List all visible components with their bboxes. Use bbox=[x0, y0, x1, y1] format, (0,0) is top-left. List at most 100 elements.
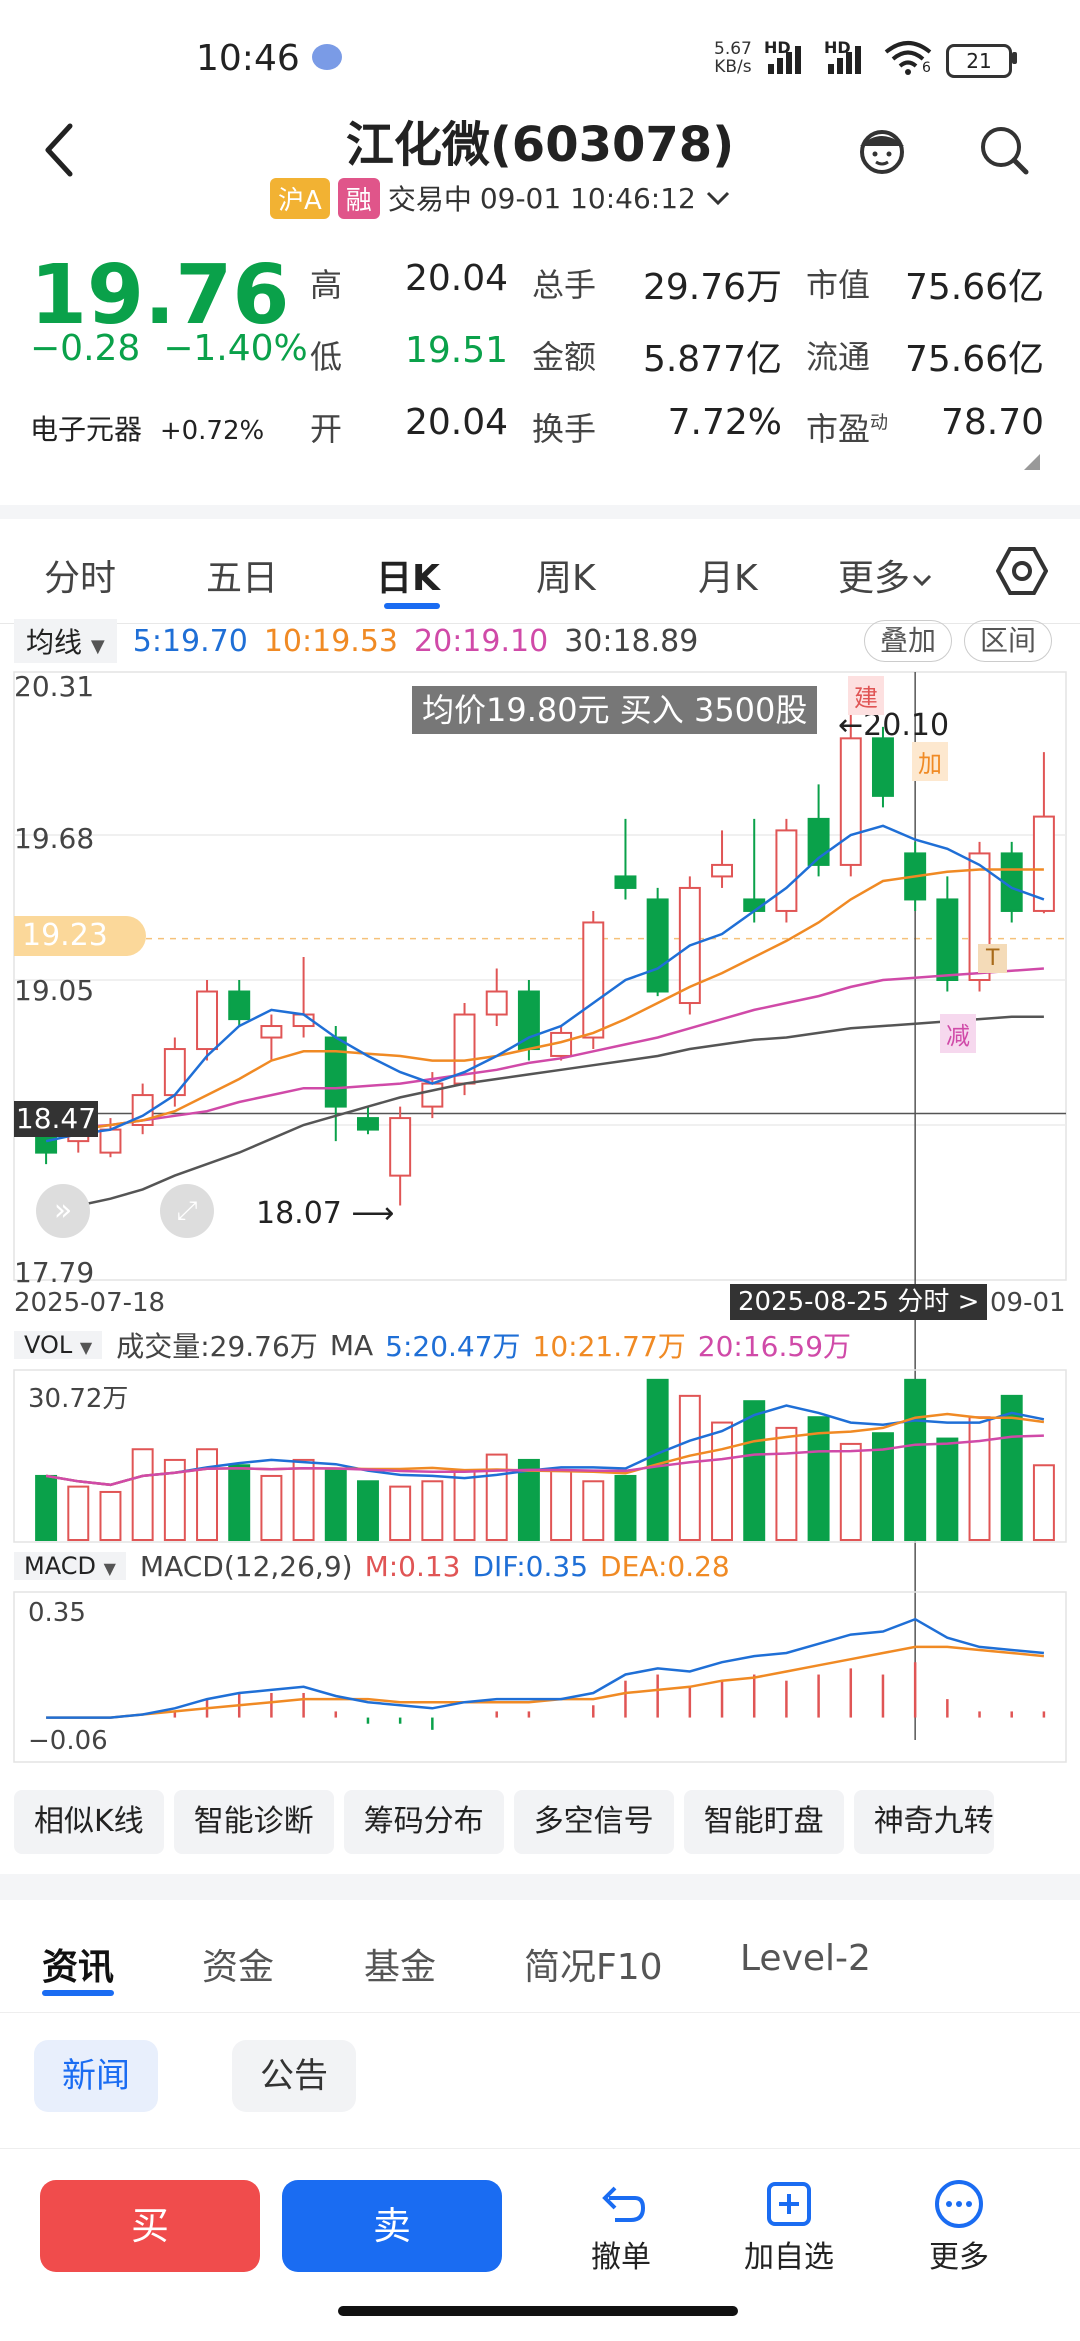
macd-axis-bottom: −0.06 bbox=[28, 1726, 108, 1756]
volume-bar bbox=[356, 1480, 379, 1541]
low-marker: 18.07 ⟶ bbox=[256, 1196, 395, 1231]
sector-row[interactable]: 电子元器 +0.72% bbox=[30, 408, 264, 448]
status-bar: 10:46 5.67 KB/s HD HD 6 21 bbox=[0, 0, 1080, 110]
vol-ma-label: MA bbox=[329, 1328, 374, 1362]
ma30-line bbox=[45, 1015, 1044, 1212]
candles bbox=[35, 703, 1055, 1206]
tab-more-label: 更多 bbox=[838, 558, 911, 599]
vol-axis-top: 30.72万 bbox=[28, 1384, 129, 1414]
cursor-date-label[interactable]: 2025-08-25 分时 > bbox=[730, 1284, 988, 1320]
candle-body bbox=[356, 1117, 379, 1131]
volume-bar bbox=[550, 1469, 573, 1542]
tool-similar-k[interactable]: 相似K线 bbox=[14, 1790, 164, 1854]
signal-add[interactable]: 加 bbox=[912, 742, 948, 781]
volume-bar bbox=[871, 1432, 894, 1541]
candle-body bbox=[1032, 815, 1055, 912]
trade-status: 交易中 bbox=[387, 183, 472, 216]
range-button[interactable]: 区间 bbox=[964, 620, 1052, 662]
candle-body bbox=[775, 829, 798, 912]
tab-news-info[interactable]: 资讯 bbox=[42, 1947, 115, 1988]
vol-ma20-line bbox=[45, 1434, 1044, 1487]
volume-bar bbox=[743, 1400, 766, 1541]
vol-selector[interactable]: VOL ▼ bbox=[14, 1331, 103, 1359]
ma-selector[interactable]: 均线 ▼ bbox=[14, 619, 117, 663]
tool-long-short-signal[interactable]: 多空信号 bbox=[513, 1790, 674, 1854]
news-tab-indicator bbox=[42, 1990, 114, 1996]
tool-magic-nine[interactable]: 神奇九转 bbox=[853, 1790, 994, 1854]
add-square-icon bbox=[767, 2182, 811, 2226]
tab-funds-flow[interactable]: 资金 bbox=[202, 1947, 275, 1988]
tab-monthly-k[interactable]: 月K bbox=[698, 558, 758, 599]
vol-ma20: 20:16.59万 bbox=[697, 1330, 852, 1363]
tab-f10[interactable]: 简况F10 bbox=[524, 1947, 663, 1988]
price-frame bbox=[13, 671, 1067, 1281]
volume-bar bbox=[614, 1474, 637, 1541]
net-speed-value: 5.67 bbox=[714, 39, 752, 59]
settings-hexagon-icon[interactable] bbox=[996, 545, 1048, 597]
amount-value: 5.877亿 bbox=[642, 339, 782, 380]
tool-smart-monitor[interactable]: 智能盯盘 bbox=[683, 1790, 844, 1854]
tool-chip-distribution[interactable]: 筹码分布 bbox=[343, 1790, 504, 1854]
macd-selector[interactable]: MACD ▼ bbox=[14, 1552, 126, 1580]
ma-selector-label: 均线 bbox=[26, 626, 83, 659]
more-actions-button[interactable]: 更多 bbox=[894, 2176, 1024, 2276]
volume-bar bbox=[1032, 1464, 1055, 1541]
vol-ma10: 10:21.77万 bbox=[532, 1330, 686, 1363]
caret-down-icon: ▼ bbox=[103, 1559, 116, 1578]
add-watchlist-button[interactable]: 加自选 bbox=[724, 2176, 854, 2276]
tab-intraday[interactable]: 分时 bbox=[44, 558, 117, 599]
tab-funds[interactable]: 基金 bbox=[364, 1947, 437, 1988]
macd-legend: MACD ▼ MACD(12,26,9) M:0.13 DIF:0.35 DEA… bbox=[14, 1546, 730, 1586]
tab-five-day[interactable]: 五日 bbox=[206, 558, 279, 599]
vol-selector-label: VOL bbox=[24, 1331, 73, 1359]
turnover-value: 7.72% bbox=[667, 402, 782, 443]
cancel-order-button[interactable]: 撤单 bbox=[556, 2176, 686, 2276]
macd-axis-top: 0.35 bbox=[28, 1598, 86, 1628]
page-title: 江化微(603078) bbox=[345, 117, 735, 173]
ma-lines bbox=[45, 824, 1045, 1719]
turnover-label: 换手 bbox=[532, 410, 597, 448]
dif-line bbox=[46, 1617, 1045, 1719]
tab-weekly-k[interactable]: 周K bbox=[536, 558, 596, 599]
mcap-label: 市值 bbox=[806, 266, 871, 304]
volume-bar bbox=[421, 1480, 444, 1541]
ma30-value: 30:18.89 bbox=[564, 623, 699, 659]
search-icon[interactable] bbox=[976, 122, 1032, 178]
expand-corner-icon[interactable] bbox=[1024, 454, 1040, 470]
subtab-announcement[interactable]: 公告 bbox=[232, 2040, 356, 2112]
subtab-news[interactable]: 新闻 bbox=[34, 2040, 158, 2112]
volume-legend: VOL ▼ 成交量:29.76万 MA 5:20.47万 10:21.77万 2… bbox=[14, 1324, 851, 1366]
candle-body bbox=[839, 737, 862, 866]
tab-more[interactable]: 更多 bbox=[838, 549, 934, 601]
signal-t[interactable]: T bbox=[978, 944, 1008, 973]
signal-reduce[interactable]: 减 bbox=[940, 1014, 976, 1053]
tab-daily-k[interactable]: 日K bbox=[376, 558, 440, 599]
back-icon[interactable] bbox=[40, 120, 80, 180]
macd-selector-label: MACD bbox=[24, 1552, 96, 1580]
overlay-button[interactable]: 叠加 bbox=[864, 620, 952, 662]
fast-forward-icon[interactable]: » bbox=[36, 1184, 90, 1238]
volume-bar bbox=[968, 1416, 991, 1541]
volume-bar bbox=[711, 1421, 734, 1542]
buy-button[interactable]: 买 bbox=[40, 2180, 260, 2272]
signal-icon-1 bbox=[768, 46, 801, 74]
amount-label: 金额 bbox=[532, 338, 597, 376]
vol-label: 成交量:29.76万 bbox=[116, 1330, 318, 1363]
volume-bar bbox=[485, 1453, 508, 1542]
net-speed: 5.67 KB/s bbox=[714, 40, 752, 76]
signal-build[interactable]: 建 bbox=[848, 676, 884, 715]
sell-button[interactable]: 卖 bbox=[282, 2180, 502, 2272]
trade-datetime: 09-01 10:46:12 bbox=[479, 181, 696, 215]
trade-status-row[interactable]: 沪A 融 交易中 09-01 10:46:12 bbox=[270, 177, 732, 219]
tab-level2[interactable]: Level-2 bbox=[740, 1938, 871, 1979]
section-divider bbox=[0, 1874, 1080, 1900]
crosshair-price-label: 18.47 bbox=[14, 1101, 98, 1137]
pe-label: 市盈动 bbox=[806, 404, 888, 450]
kline-chart[interactable] bbox=[0, 660, 1080, 1775]
tool-smart-diagnosis[interactable]: 智能诊断 bbox=[173, 1790, 334, 1854]
advisor-avatar-icon[interactable] bbox=[854, 122, 910, 178]
expand-chart-icon[interactable]: ⤢ bbox=[160, 1184, 214, 1238]
volume-bar bbox=[389, 1485, 412, 1542]
candle-body bbox=[99, 1128, 122, 1154]
high-marker: ←20.10 bbox=[838, 708, 950, 743]
